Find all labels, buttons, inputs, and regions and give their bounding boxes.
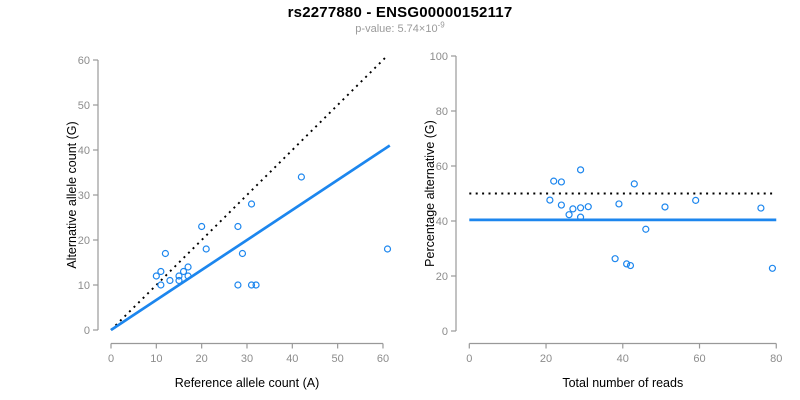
y-tick-label: 10 bbox=[78, 280, 90, 292]
x-tick-label: 0 bbox=[108, 353, 114, 365]
data-point bbox=[757, 204, 765, 212]
data-point bbox=[184, 263, 192, 271]
data-point bbox=[546, 196, 554, 204]
y-tick-label: 60 bbox=[78, 55, 90, 67]
data-points bbox=[546, 166, 777, 272]
data-point bbox=[615, 200, 623, 208]
data-point bbox=[623, 260, 631, 268]
y-tick-label: 100 bbox=[430, 51, 448, 63]
data-point bbox=[252, 281, 260, 289]
data-point bbox=[198, 222, 206, 231]
x-tick-label: 10 bbox=[150, 353, 162, 365]
y-tick-label: 20 bbox=[78, 235, 90, 247]
y-tick-label: 60 bbox=[436, 161, 448, 173]
percentage-scatter: 0 20 40 60 80 100 0 20 40 60 80 Total number of rea… bbox=[423, 51, 782, 390]
x-tick-label: 60 bbox=[693, 353, 705, 365]
x-tick-label: 20 bbox=[196, 353, 208, 365]
data-points bbox=[152, 173, 392, 289]
data-point bbox=[166, 276, 174, 285]
x-tick-label: 40 bbox=[617, 353, 629, 365]
data-point bbox=[661, 203, 669, 211]
data-point bbox=[297, 173, 305, 181]
x-axis-title: Total number of reads bbox=[562, 376, 683, 390]
y-tick-label: 20 bbox=[436, 271, 448, 283]
y-tick-label: 80 bbox=[436, 106, 448, 118]
data-point bbox=[584, 203, 592, 211]
data-point bbox=[576, 204, 585, 212]
data-point bbox=[630, 180, 638, 188]
data-point bbox=[550, 177, 558, 185]
figure-title: rs2277880 - ENSG00000152117 bbox=[287, 4, 513, 21]
data-point bbox=[576, 213, 585, 221]
x-tick-label: 60 bbox=[377, 353, 389, 365]
y-tick-label: 40 bbox=[78, 145, 90, 157]
data-point bbox=[557, 201, 565, 209]
y-tick-label: 30 bbox=[78, 190, 90, 202]
data-point bbox=[611, 255, 619, 263]
pvalue-exponent: -9 bbox=[437, 20, 445, 30]
data-point bbox=[179, 267, 188, 276]
data-point bbox=[247, 281, 256, 289]
data-point bbox=[569, 205, 577, 213]
data-point bbox=[642, 225, 650, 233]
data-point bbox=[247, 200, 256, 208]
figure-subtitle-pvalue: p-value: 5.74×10-9 bbox=[0, 20, 800, 35]
y-tick-label: 0 bbox=[84, 325, 90, 337]
x-tick-label: 0 bbox=[466, 353, 472, 365]
pvalue-text: p-value: 5.74×10 bbox=[355, 23, 438, 35]
x-tick-label: 80 bbox=[770, 353, 782, 365]
data-point bbox=[157, 267, 165, 276]
y-tick-label: 0 bbox=[442, 326, 448, 338]
data-point bbox=[161, 249, 169, 258]
data-point bbox=[175, 276, 183, 285]
data-point bbox=[184, 272, 192, 280]
data-point bbox=[768, 264, 777, 272]
data-point bbox=[626, 261, 635, 270]
data-point bbox=[238, 249, 247, 258]
data-point bbox=[202, 245, 210, 253]
data-point bbox=[157, 281, 165, 289]
data-point bbox=[152, 272, 160, 280]
data-point bbox=[383, 245, 392, 253]
data-point bbox=[565, 211, 573, 219]
y-tick-label: 40 bbox=[436, 216, 448, 228]
x-tick-label: 30 bbox=[241, 353, 253, 365]
data-point bbox=[234, 222, 242, 231]
data-point bbox=[557, 178, 565, 186]
data-point bbox=[576, 166, 585, 174]
x-tick-label: 20 bbox=[540, 353, 552, 365]
allele-counts-scatter: 0 10 20 30 40 50 60 0 10 20 30 40 50 60 Reference alle… bbox=[65, 54, 392, 390]
data-point bbox=[234, 281, 242, 289]
y-axis-title: Percentage alternative (G) bbox=[423, 120, 437, 267]
x-tick-label: 40 bbox=[286, 353, 298, 365]
data-point bbox=[692, 196, 700, 204]
fitted-proportion-line bbox=[110, 144, 391, 332]
data-point bbox=[175, 272, 183, 280]
y-tick-label: 50 bbox=[78, 100, 90, 112]
x-axis-title: Reference allele count (A) bbox=[175, 376, 320, 390]
identity-50pct-line bbox=[110, 54, 389, 331]
x-tick-label: 50 bbox=[332, 353, 344, 365]
y-axis-title: Alternative allele count (G) bbox=[65, 121, 79, 268]
